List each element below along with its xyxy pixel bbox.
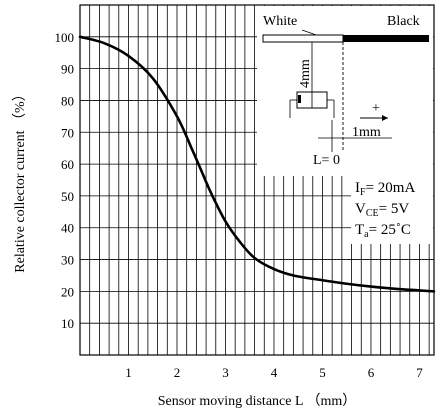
plot-frame [79,4,435,356]
x-tick-label: 5 [319,365,326,380]
l-zero-label: L= 0 [313,153,340,168]
inset-diagram: White Black 4mm + 1mm L= 0 [257,6,433,176]
x-tick-label: 7 [416,365,423,380]
conditions-background [351,176,433,244]
inset-background [257,6,433,176]
x-tick-label: 2 [174,365,181,380]
y-tick-label: 90 [61,62,74,77]
cond-vce-value: = 5V [379,201,410,217]
cond-ta-main: T [355,222,364,238]
x-tick-label: 4 [271,365,278,380]
cond-if-value: = 20mA [366,180,416,196]
inset-black-label: Black [387,14,420,29]
y-tick-label: 30 [61,253,74,268]
black-strip [343,35,429,42]
cond-vce-main: V [355,201,366,217]
conditions-box: IF= 20mA VCE= 5V Ta= 25˚C [351,176,433,244]
x-axis-title: Sensor moving distance L （mm） [158,393,357,409]
inset-white-label: White [263,14,297,29]
y-tick-label: 60 [61,157,74,172]
tick-labels: 1 2 3 4 5 6 7 10 20 30 40 50 60 70 80 90 100 [55,30,424,380]
sensor-mark [298,95,301,103]
cond-vce-sub: CE [366,208,379,219]
x-tick-label: 3 [222,365,229,380]
cond-ta-sub: a [364,229,369,240]
x-tick-label: 1 [125,365,132,380]
cond-ta: Ta= 25˚C [355,222,411,240]
cond-if-sub: F [360,187,366,198]
y-axis-title: Relative collector current （%） [12,87,28,272]
dist-vertical-label: 4mm [298,59,313,88]
direction-arrowhead [382,115,388,121]
x-tick-label: 6 [368,365,375,380]
cond-ta-value: = 25˚C [369,222,411,238]
cond-vce: VCE= 5V [355,201,409,219]
series-line [78,35,436,293]
y-tick-label: 100 [55,30,75,45]
dist-horizontal-label: 1mm [352,125,381,140]
cond-if-main: I [355,180,360,196]
y-tick-label: 50 [61,189,74,204]
y-tick-label: 80 [61,93,74,108]
white-strip [262,34,344,43]
y-tick-label: 20 [61,284,74,299]
cond-if: IF= 20mA [355,180,415,198]
y-tick-label: 70 [61,125,74,140]
y-tick-label: 10 [61,316,74,331]
plus-label: + [372,101,380,116]
y-tick-label: 40 [61,221,74,236]
